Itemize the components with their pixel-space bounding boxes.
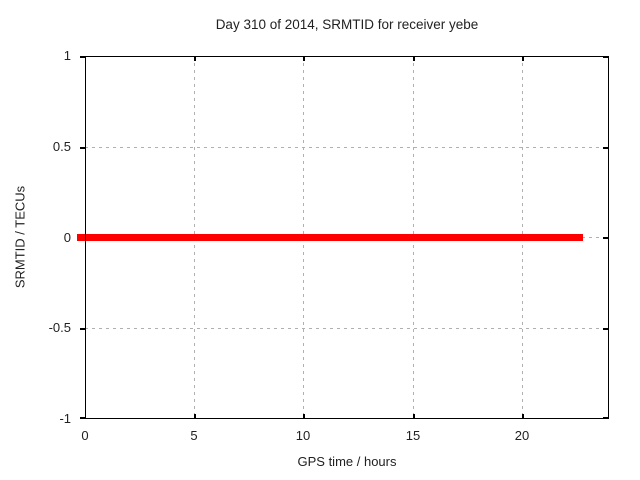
y-tick-label--0.5: -0.5: [48, 320, 71, 335]
tick-bottom-x20: [522, 414, 524, 418]
tick-top-x5: [194, 57, 196, 61]
tick-right-y0: [603, 237, 608, 239]
tick-right-y0.5: [603, 147, 608, 149]
tick-right-y1: [603, 56, 608, 58]
series-line-srmtid: [77, 234, 583, 241]
tick-bottom-x5: [194, 414, 196, 418]
tick-top-x20: [522, 57, 524, 61]
tick-bottom-x15: [413, 414, 415, 418]
tick-right-y-1: [603, 417, 608, 419]
y-tick-label-0.5: 0.5: [52, 139, 71, 154]
tick-left-y1: [79, 56, 85, 58]
y-tick-label-1: 1: [63, 48, 71, 63]
gridline-y--0.5: [85, 328, 609, 329]
chart-title: Day 310 of 2014, SRMTID for receiver yeb…: [215, 17, 479, 32]
x-tick-label-5: 5: [190, 428, 198, 443]
x-tick-label-20: 20: [514, 428, 530, 443]
tick-top-x15: [413, 57, 415, 61]
x-tick-label-0: 0: [81, 428, 89, 443]
x-tick-label-10: 10: [295, 428, 311, 443]
tick-bottom-x10: [303, 414, 305, 418]
tick-left-y-1: [79, 417, 85, 419]
tick-left-y-0.5: [79, 328, 85, 330]
plot-border: [79, 56, 609, 419]
y-tick-label-0: 0: [63, 230, 71, 245]
x-axis-label: GPS time / hours: [297, 454, 397, 469]
tick-left-y0.5: [79, 147, 85, 149]
x-tick-label-15: 15: [405, 428, 421, 443]
gridline-y-0.5: [85, 147, 609, 148]
tick-top-x10: [303, 57, 305, 61]
tick-right-y-0.5: [603, 328, 608, 330]
y-tick-label--1: -1: [59, 411, 71, 426]
